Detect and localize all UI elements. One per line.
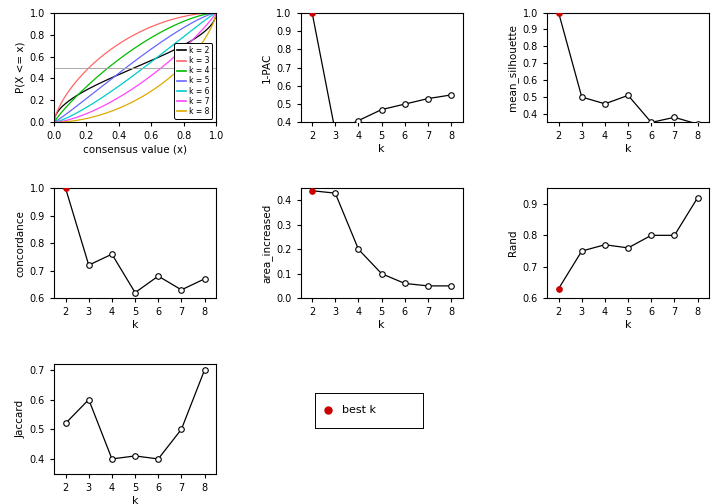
- Text: best k: best k: [342, 405, 376, 415]
- Y-axis label: mean_silhouette: mean_silhouette: [508, 24, 518, 111]
- Y-axis label: area_increased: area_increased: [261, 204, 272, 283]
- Y-axis label: Jaccard: Jaccard: [15, 400, 25, 438]
- X-axis label: k: k: [625, 144, 631, 154]
- X-axis label: k: k: [132, 495, 138, 504]
- X-axis label: k: k: [132, 320, 138, 330]
- Legend: k = 2, k = 3, k = 4, k = 5, k = 6, k = 7, k = 8: k = 2, k = 3, k = 4, k = 5, k = 6, k = 7…: [174, 43, 212, 118]
- X-axis label: k: k: [378, 144, 385, 154]
- Y-axis label: P(X <= x): P(X <= x): [15, 42, 25, 93]
- Y-axis label: 1-PAC: 1-PAC: [262, 52, 272, 83]
- Y-axis label: Rand: Rand: [508, 230, 518, 257]
- Y-axis label: concordance: concordance: [15, 210, 25, 277]
- X-axis label: consensus value (x): consensus value (x): [83, 144, 187, 154]
- X-axis label: k: k: [378, 320, 385, 330]
- X-axis label: k: k: [625, 320, 631, 330]
